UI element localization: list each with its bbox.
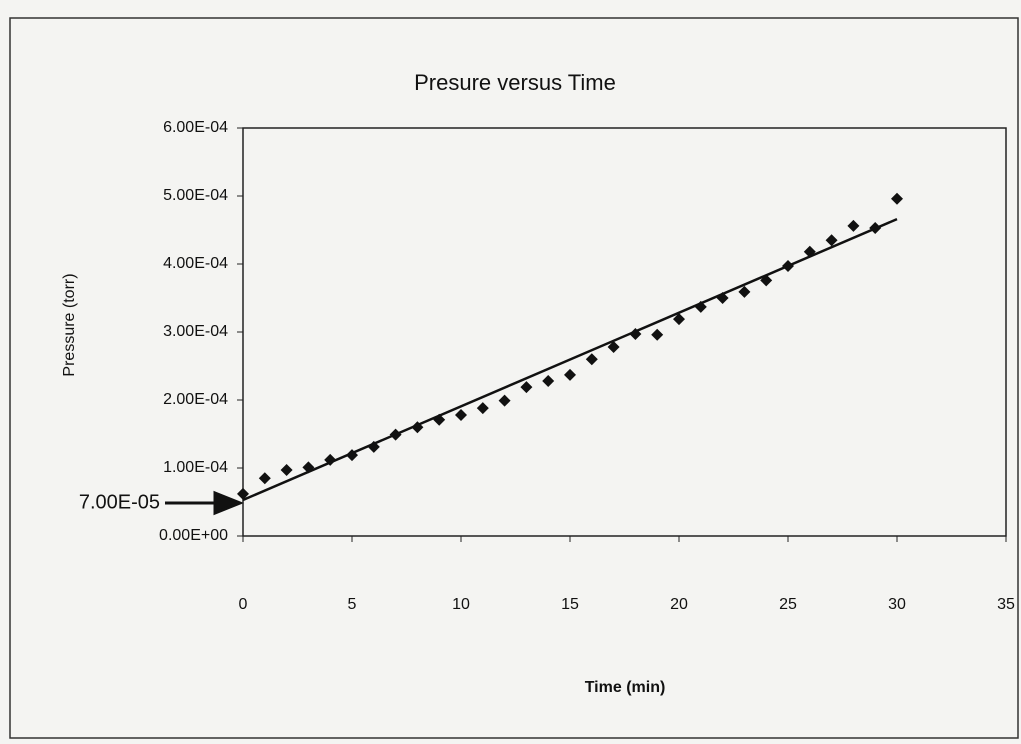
data-point — [869, 221, 882, 234]
data-point — [302, 461, 315, 474]
data-point — [782, 260, 794, 273]
data-point — [891, 192, 903, 205]
data-point — [324, 453, 337, 466]
data-point — [673, 313, 685, 326]
trendline — [242, 217, 898, 502]
data-point — [542, 374, 555, 387]
data-point — [738, 285, 751, 298]
plot-area — [242, 127, 1007, 537]
x-tick-label: 5 — [348, 596, 357, 613]
y-tick-label: 6.00E-04 — [163, 119, 228, 136]
data-point — [825, 234, 838, 247]
x-tick-label: 15 — [561, 596, 579, 613]
y-axis-label: Pressure (torr) — [61, 273, 78, 376]
chart-title: Presure versus Time — [414, 70, 616, 95]
data-point — [411, 421, 424, 434]
data-point — [433, 413, 446, 426]
data-point — [803, 245, 816, 258]
data-point — [367, 440, 380, 453]
y-tick-label: 4.00E-04 — [163, 255, 228, 272]
data-point — [258, 472, 271, 485]
x-tick-label: 30 — [888, 596, 906, 613]
annotation-arrow — [165, 490, 245, 516]
data-point — [694, 300, 707, 313]
y-tick-label: 5.00E-04 — [163, 187, 228, 204]
annotation: 7.00E-05 — [79, 491, 160, 513]
data-point — [585, 353, 598, 366]
data-point — [520, 381, 533, 394]
y-tick-label: 2.00E-04 — [163, 391, 228, 408]
data-point — [760, 274, 773, 287]
y-tick-label: 3.00E-04 — [163, 323, 228, 340]
data-point — [651, 328, 664, 341]
data-point — [629, 328, 642, 341]
data-point — [455, 408, 467, 421]
data-point — [389, 428, 402, 441]
chart-frame — [9, 17, 1019, 739]
data-point — [607, 340, 620, 353]
data-point — [498, 394, 511, 407]
data-point — [280, 464, 293, 477]
x-tick-label: 20 — [670, 596, 688, 613]
x-tick-label: 25 — [779, 596, 797, 613]
data-point — [237, 487, 249, 500]
data-point — [346, 449, 358, 462]
x-tick-label: 0 — [239, 596, 248, 613]
y-tick-label: 0.00E+00 — [159, 527, 228, 544]
x-axis-label: Time (min) — [585, 679, 666, 696]
y-tick-label: 1.00E-04 — [163, 459, 228, 476]
x-tick-label: 35 — [997, 596, 1015, 613]
data-point — [716, 292, 729, 304]
data-point — [847, 219, 860, 232]
x-tick-label: 10 — [452, 596, 470, 613]
data-point — [476, 402, 489, 415]
data-point — [564, 368, 576, 381]
